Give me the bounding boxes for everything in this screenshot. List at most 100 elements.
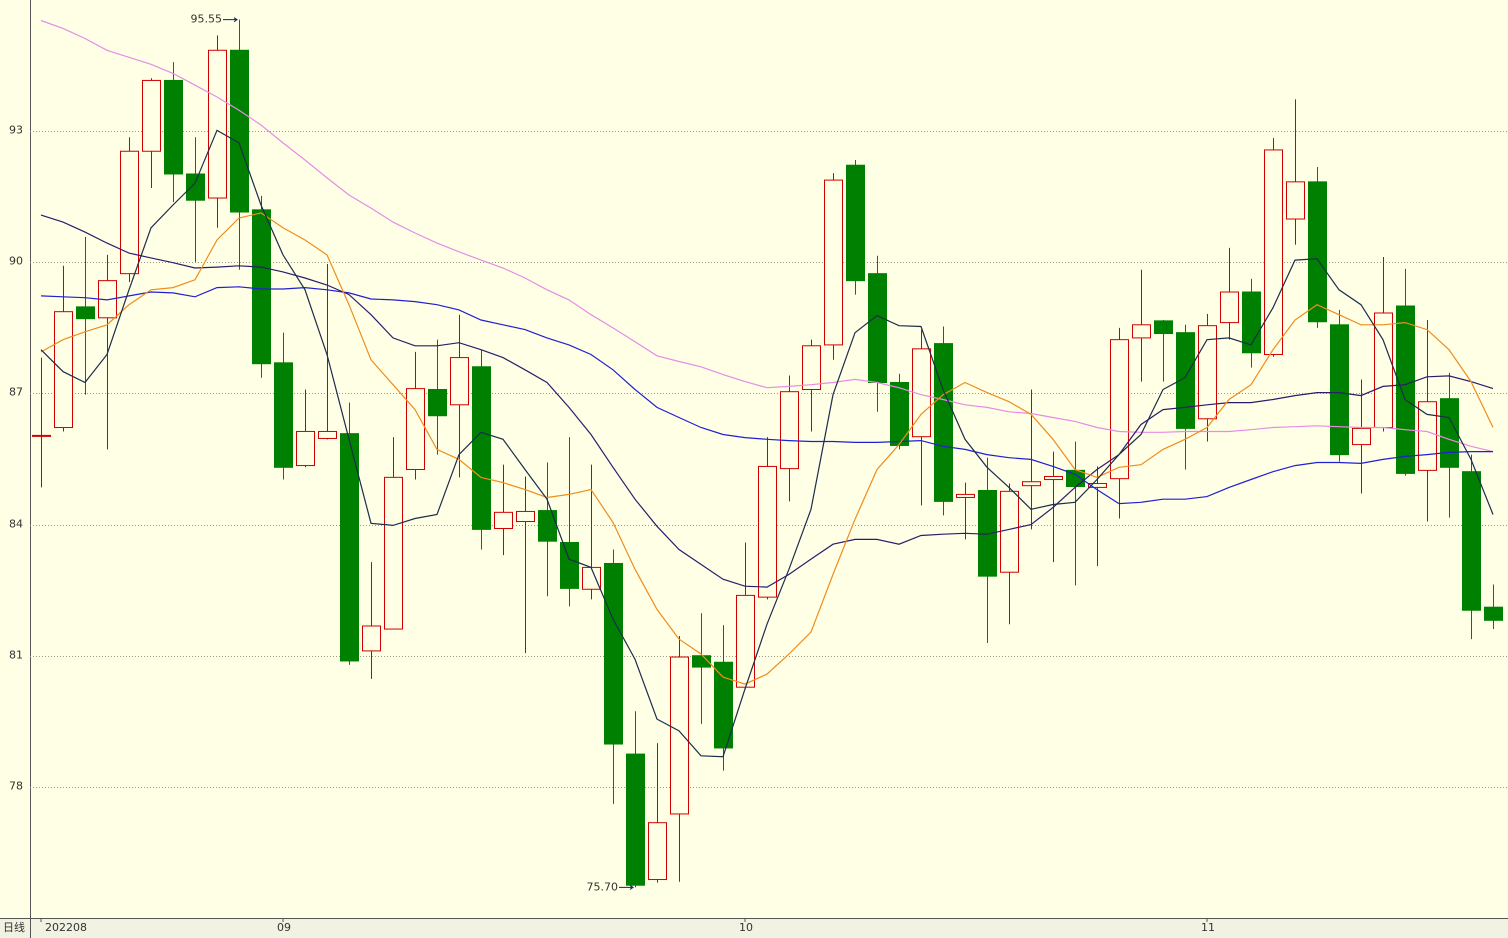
y-tick-label: 78 — [9, 780, 23, 793]
ma-line — [40, 286, 1493, 505]
candle — [1308, 166, 1327, 328]
candle-body — [1220, 291, 1239, 324]
candle-body — [1022, 481, 1041, 487]
y-tick-label: 81 — [9, 649, 23, 662]
candle-body — [538, 510, 557, 542]
candle — [1176, 324, 1195, 470]
candle — [1396, 268, 1415, 476]
candle-body — [472, 366, 491, 530]
annotation-arrow — [223, 17, 238, 23]
candle — [692, 613, 711, 724]
candle-body — [1396, 305, 1415, 474]
candle-body — [1286, 181, 1305, 220]
candle-body — [186, 173, 205, 201]
ma-line — [40, 214, 1494, 588]
candle — [758, 437, 777, 600]
candle — [340, 402, 359, 665]
candle-body — [208, 49, 227, 199]
candle-body — [1418, 401, 1437, 471]
candle-body — [1462, 471, 1481, 611]
candle — [494, 464, 513, 556]
candle-body — [32, 434, 51, 437]
candle — [252, 195, 271, 378]
candle-body — [428, 388, 447, 417]
candle-body — [1154, 320, 1173, 335]
candle — [934, 326, 953, 516]
candle — [1484, 584, 1503, 630]
candle-body — [956, 493, 975, 498]
candle-body — [54, 311, 73, 429]
candle-body — [670, 656, 689, 815]
candle-body — [516, 510, 535, 523]
candle-body — [1176, 332, 1195, 429]
ma-line — [40, 212, 1494, 685]
candle — [516, 476, 535, 654]
candle-body — [758, 465, 777, 598]
candle — [296, 389, 315, 468]
candle — [362, 562, 381, 679]
candle — [890, 373, 909, 450]
candle-body — [582, 566, 601, 590]
candle-body — [1198, 325, 1217, 420]
candle-body — [802, 345, 821, 390]
ma-line — [40, 129, 1494, 758]
candle — [32, 357, 51, 488]
candle-body — [736, 594, 755, 688]
annotation-label: 75.70 — [587, 880, 619, 893]
x-tick-label: 10 — [739, 921, 753, 934]
candle — [626, 711, 645, 888]
candle-body — [1330, 324, 1349, 456]
candle-body — [494, 511, 513, 530]
y-tick-label: 90 — [9, 255, 23, 268]
annotation-label: 95.55 — [191, 13, 223, 26]
candle — [1352, 379, 1371, 494]
candle-body — [692, 655, 711, 668]
candle — [450, 314, 469, 478]
candle — [802, 339, 821, 432]
candle — [1462, 454, 1481, 640]
candle-body — [1440, 398, 1459, 468]
candle — [318, 264, 337, 440]
candle — [824, 173, 843, 360]
candle — [1088, 466, 1107, 567]
candle-body — [868, 273, 887, 383]
candle-body — [274, 362, 293, 468]
x-axis-band — [0, 918, 1508, 938]
candle — [54, 265, 73, 432]
candle-body — [1308, 181, 1327, 323]
candle — [428, 339, 447, 455]
candle — [670, 636, 689, 882]
candle-body — [142, 79, 161, 152]
candle — [912, 329, 931, 506]
candle-body — [846, 164, 865, 282]
candle — [1132, 269, 1151, 382]
x-tick-label: 09 — [277, 921, 291, 934]
candle — [560, 437, 579, 607]
candle — [1220, 247, 1239, 340]
candle — [274, 332, 293, 480]
candle-body — [934, 343, 953, 502]
candle — [164, 62, 183, 202]
candle-body — [560, 541, 579, 589]
candle-body — [1264, 149, 1283, 356]
y-tick-label: 93 — [9, 124, 23, 137]
candle-body — [1088, 482, 1107, 488]
candle-body — [1110, 339, 1129, 480]
candle-body — [648, 822, 667, 881]
candle-body — [604, 562, 623, 745]
candle-body — [824, 179, 843, 346]
candle — [76, 236, 95, 395]
candle — [780, 375, 799, 502]
candle — [230, 19, 249, 270]
candle-body — [296, 430, 315, 467]
candle — [736, 542, 755, 689]
candle-body — [252, 209, 271, 365]
candle — [1264, 138, 1283, 357]
annotation-arrow — [619, 884, 634, 890]
candle — [1286, 99, 1305, 245]
candle — [1418, 319, 1437, 522]
y-tick-label: 87 — [9, 386, 23, 399]
